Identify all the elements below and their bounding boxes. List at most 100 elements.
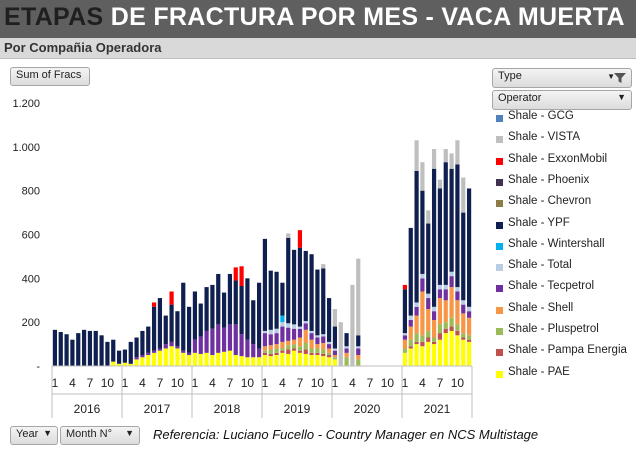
bar-segment (338, 322, 343, 366)
bar-segment (315, 348, 320, 353)
bar-segment (210, 355, 215, 366)
bar-segment (81, 329, 87, 366)
bar-segment (426, 337, 431, 342)
year-field-label: Year (16, 428, 39, 440)
bar-segment (449, 330, 454, 366)
operator-filter-button[interactable]: Operator ▼ (492, 90, 632, 110)
bar-segment (87, 330, 93, 366)
bar-segment (309, 352, 314, 356)
bar-segment (291, 324, 297, 329)
chevron-down-icon: ▼ (607, 72, 615, 81)
bar-segment (414, 302, 419, 307)
bar-segment (449, 153, 454, 169)
bar-segment (437, 284, 443, 290)
bar-segment (303, 250, 308, 322)
bar-segment (315, 352, 320, 356)
bar-segment (326, 344, 332, 349)
subtitle-bar: Por Compañia Operadora (0, 38, 636, 59)
bar-segment (157, 348, 163, 351)
bar-segment (111, 339, 116, 362)
bar-segment (426, 298, 431, 310)
bar-segment (466, 317, 472, 336)
bar-segment (274, 333, 279, 345)
bar-segment (466, 341, 472, 366)
bar-segment (402, 333, 408, 336)
bar-segment (420, 346, 425, 366)
legend-label: Shale - YPF (508, 216, 570, 229)
year-field-button[interactable]: Year ▼ (10, 426, 58, 445)
bar-segment (169, 341, 174, 347)
bar-segment (186, 352, 192, 356)
bar-segment (449, 271, 454, 277)
bar-segment (175, 311, 180, 347)
bar-segment (321, 356, 326, 366)
type-filter-button[interactable]: Type ▼ (492, 68, 632, 88)
value-field-button[interactable]: Sum of Fracs (10, 67, 90, 86)
bar-segment (437, 324, 443, 334)
bar-segment (437, 333, 443, 340)
bar-segment (443, 284, 448, 290)
bar-segment (332, 350, 338, 356)
bar-segment (426, 293, 431, 299)
month-field-label: Month N° (66, 428, 112, 440)
bar-segment (216, 273, 221, 325)
bar-segment (291, 350, 297, 366)
bar-segment (186, 306, 192, 353)
bar-segment (414, 140, 419, 171)
bar-segment (99, 335, 104, 366)
bar-segment (321, 349, 326, 354)
bar-segment (455, 291, 460, 301)
bar-segment (402, 339, 408, 349)
bar-segment (204, 352, 209, 366)
legend-swatch (496, 136, 503, 144)
month-tick-label: 7 (437, 376, 444, 390)
bar-segment (420, 341, 425, 347)
bar-segment (420, 190, 425, 274)
legend-swatch (496, 200, 503, 208)
bar-segment (227, 350, 233, 366)
bar-segment (146, 355, 151, 366)
bar-segment (134, 357, 139, 360)
bar-segment (443, 162, 448, 285)
legend-label: Shale - Wintershall (508, 237, 605, 250)
y-tick-label: 1.000 (12, 142, 40, 154)
bar-segment (431, 168, 437, 307)
bar-segment (309, 355, 314, 366)
bar-segment (303, 349, 308, 354)
bar-segment (321, 353, 326, 357)
bar-segment (426, 330, 431, 338)
bar-segment (233, 280, 238, 325)
bar-segment (140, 330, 145, 356)
bar-segment (332, 357, 338, 360)
legend-label: Shale - Pampa Energia (508, 344, 627, 357)
bar-segment (356, 355, 361, 360)
bar-segment (163, 315, 168, 345)
bar-segment (291, 339, 297, 345)
bar-segment (443, 328, 448, 334)
month-field-button[interactable]: Month N° ▼ (60, 426, 140, 445)
bar-segment (420, 162, 425, 191)
bar-segment (274, 348, 279, 353)
bar-segment (181, 282, 186, 351)
legend-swatch (496, 306, 503, 314)
bar-segment (274, 352, 279, 356)
legend-label: Shale - ExxonMobil (508, 152, 608, 165)
bar-segment (326, 352, 332, 356)
y-tick-label: - (36, 361, 40, 373)
bar-segment (297, 350, 303, 353)
bar-segment (221, 292, 227, 328)
bar-segment (151, 302, 157, 307)
bar-segment (221, 351, 227, 366)
bar-segment (251, 300, 256, 345)
bar-segment (426, 341, 431, 366)
bar-segment (461, 212, 466, 301)
month-tick-label: 1 (262, 376, 269, 390)
bar-segment (414, 333, 419, 342)
bar-segment (122, 349, 128, 363)
bar-segment (437, 339, 443, 366)
bar-segment (93, 330, 98, 366)
bar-segment (262, 352, 268, 356)
bar-segment (466, 188, 472, 307)
bar-segment (326, 355, 332, 358)
bar-segment (414, 306, 419, 316)
